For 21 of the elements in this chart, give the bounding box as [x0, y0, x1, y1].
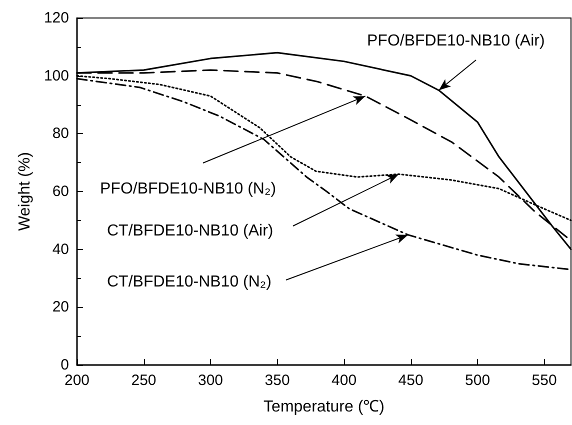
y-tick-label: 60: [52, 183, 69, 200]
y-tick-label: 80: [52, 125, 69, 142]
y-tick-label: 40: [52, 240, 69, 258]
y-tick-label: 100: [44, 67, 69, 84]
y-tick-label: 20: [52, 298, 69, 316]
x-tick-label: 550: [532, 372, 557, 389]
x-axis-title: Temperature (℃): [264, 398, 384, 416]
annotation: CT/BFDE10-NB10 (Air): [107, 222, 274, 240]
y-axis-title: Weight (%): [16, 152, 34, 231]
annotation: CT/BFDE10-NB10 (N₂): [107, 274, 272, 290]
annotation: PFO/BFDE10-NB10 (Air): [367, 32, 545, 50]
x-tick-label: 450: [398, 372, 424, 389]
x-tick-label: 250: [131, 372, 156, 389]
annotation: PFO/BFDE10-NB10 (N₂): [100, 180, 276, 198]
y-tick-label: 0: [60, 356, 69, 374]
x-tick-label: 350: [264, 372, 290, 389]
x-tick-label: 400: [332, 372, 357, 389]
x-tick-label: 200: [64, 372, 90, 389]
x-tick-label: 500: [465, 372, 490, 389]
y-tick-label: 120: [44, 10, 69, 26]
x-tick-label: 300: [198, 372, 224, 389]
